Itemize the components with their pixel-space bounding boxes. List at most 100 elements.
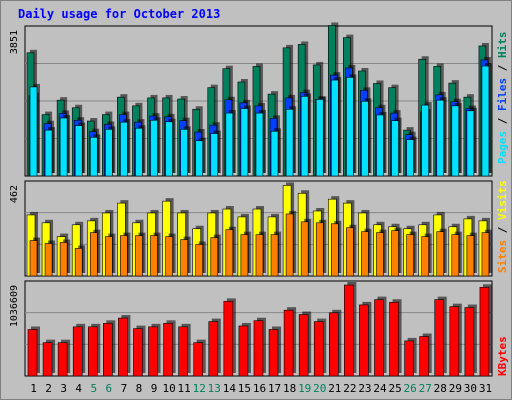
bar-sites-day-14 — [225, 226, 236, 277]
bar-pages-day-1-face — [29, 86, 38, 177]
bar-pages-day-22 — [346, 74, 357, 177]
bar-pages-day-23 — [361, 98, 372, 177]
bar-pages-day-7-face — [120, 121, 128, 177]
bar-pages-day-8-face — [135, 127, 143, 177]
bar-pages-day-5 — [89, 134, 101, 177]
bar-kbytes-day-14 — [223, 298, 236, 377]
bar-pages-day-26 — [406, 136, 417, 177]
bar-pages-day-27-face — [421, 104, 429, 177]
bar-kbytes-day-8 — [133, 325, 146, 377]
bar-kbytes-day-7-face — [118, 317, 128, 377]
bar-kbytes-day-9 — [148, 323, 161, 377]
x-tick-day-18: 18 — [283, 382, 296, 395]
bar-sites-day-26-face — [406, 234, 414, 277]
bar-kbytes-day-27 — [419, 333, 432, 377]
bar-kbytes-day-14-face — [223, 301, 234, 377]
bar-kbytes-day-19 — [298, 311, 312, 377]
legend-item-sep: / — [496, 220, 509, 240]
legend-kbytes: KBytes — [496, 336, 509, 376]
bar-pages-day-31-face — [481, 65, 490, 177]
bar-pages-day-15 — [240, 105, 251, 177]
bar-sites-day-15-face — [240, 234, 249, 277]
bar-pages-day-5-face — [89, 137, 98, 177]
bar-pages-day-22-face — [346, 77, 354, 177]
bar-sites-day-1 — [29, 237, 40, 277]
bar-kbytes-day-22-face — [344, 284, 354, 377]
bar-sites-day-17 — [270, 231, 282, 277]
bar-sites-day-19 — [300, 218, 312, 277]
bar-pages-day-16-face — [255, 112, 264, 177]
legend-item-kbytes: KBytes — [496, 336, 509, 376]
bar-sites-day-27 — [421, 233, 432, 277]
bar-pages-day-10 — [165, 118, 176, 177]
bar-sites-day-10 — [165, 233, 176, 277]
bar-kbytes-day-26-face — [404, 340, 414, 377]
bar-kbytes-day-4-face — [72, 326, 83, 377]
bar-kbytes-day-25 — [389, 299, 402, 377]
bar-pages-day-18 — [285, 106, 297, 177]
bar-pages-day-14-face — [225, 112, 234, 177]
bar-sites-day-8-face — [135, 235, 143, 277]
bar-pages-day-8 — [135, 125, 146, 177]
bar-kbytes-day-31-face — [479, 287, 490, 377]
bar-pages-day-31 — [481, 63, 492, 177]
legend-item-files: Files — [496, 78, 509, 111]
bar-pages-day-13-face — [210, 133, 219, 177]
y-max-label: 3851 — [9, 30, 20, 54]
x-tick-day-8: 8 — [136, 382, 143, 395]
panel-visits-sites: 462 Sites / Visits — [9, 180, 509, 277]
bar-kbytes-day-10 — [163, 320, 176, 377]
x-tick-day-6: 6 — [106, 382, 113, 395]
bar-sites-day-20-face — [315, 222, 324, 277]
bar-kbytes-day-30-face — [464, 307, 475, 377]
bar-pages-day-7 — [120, 119, 131, 177]
bar-sites-day-19-face — [300, 221, 309, 277]
bar-pages-day-28-face — [436, 99, 445, 177]
bar-kbytes-day-4 — [72, 323, 86, 377]
bar-kbytes-day-2 — [42, 339, 56, 377]
bar-kbytes-day-15 — [238, 322, 251, 377]
bar-kbytes-day-3 — [57, 339, 71, 377]
x-tick-day-31: 31 — [479, 382, 492, 395]
bar-pages-day-4-face — [74, 125, 83, 177]
bar-kbytes-day-19-face — [298, 314, 309, 377]
x-tick-day-5: 5 — [90, 382, 97, 395]
bar-pages-day-19-face — [300, 96, 309, 177]
x-tick-day-4: 4 — [75, 382, 82, 395]
bar-sites-day-16 — [255, 231, 266, 277]
bar-sites-day-31-face — [481, 232, 490, 277]
bar-kbytes-day-25-face — [389, 301, 399, 377]
x-tick-day-20: 20 — [313, 382, 326, 395]
bar-sites-day-1-face — [29, 240, 38, 277]
bar-sites-day-25 — [391, 227, 402, 277]
bar-sites-day-5-face — [89, 232, 98, 277]
bar-sites-day-28 — [436, 228, 447, 277]
bar-kbytes-day-24 — [374, 296, 387, 377]
bar-pages-day-29-face — [451, 105, 460, 177]
x-tick-day-3: 3 — [60, 382, 67, 395]
bar-sites-day-17-face — [270, 234, 279, 277]
bar-pages-day-24 — [376, 111, 387, 177]
bar-sites-day-20 — [315, 219, 327, 277]
x-tick-day-19: 19 — [298, 382, 311, 395]
bar-sites-day-22 — [346, 224, 357, 277]
bar-kbytes-day-30 — [464, 304, 477, 377]
bar-pages-day-15-face — [240, 108, 249, 177]
bar-kbytes-day-31 — [479, 284, 492, 377]
x-tick-day-2: 2 — [45, 382, 52, 395]
bar-kbytes-day-13 — [208, 318, 221, 377]
bar-sites-day-6 — [105, 233, 116, 277]
bar-sites-day-7 — [120, 232, 131, 277]
bar-kbytes-day-2-face — [42, 342, 53, 377]
bar-sites-day-24-face — [376, 232, 384, 277]
x-tick-day-11: 11 — [178, 382, 191, 395]
bar-sites-day-9 — [150, 232, 161, 277]
x-tick-day-15: 15 — [238, 382, 251, 395]
bar-pages-day-29 — [451, 102, 462, 177]
bar-pages-day-1 — [29, 83, 40, 177]
bar-kbytes-day-28-face — [434, 299, 445, 377]
bar-sites-day-2 — [44, 240, 56, 277]
bar-sites-day-12-face — [195, 244, 204, 277]
bar-sites-day-30 — [466, 232, 477, 277]
